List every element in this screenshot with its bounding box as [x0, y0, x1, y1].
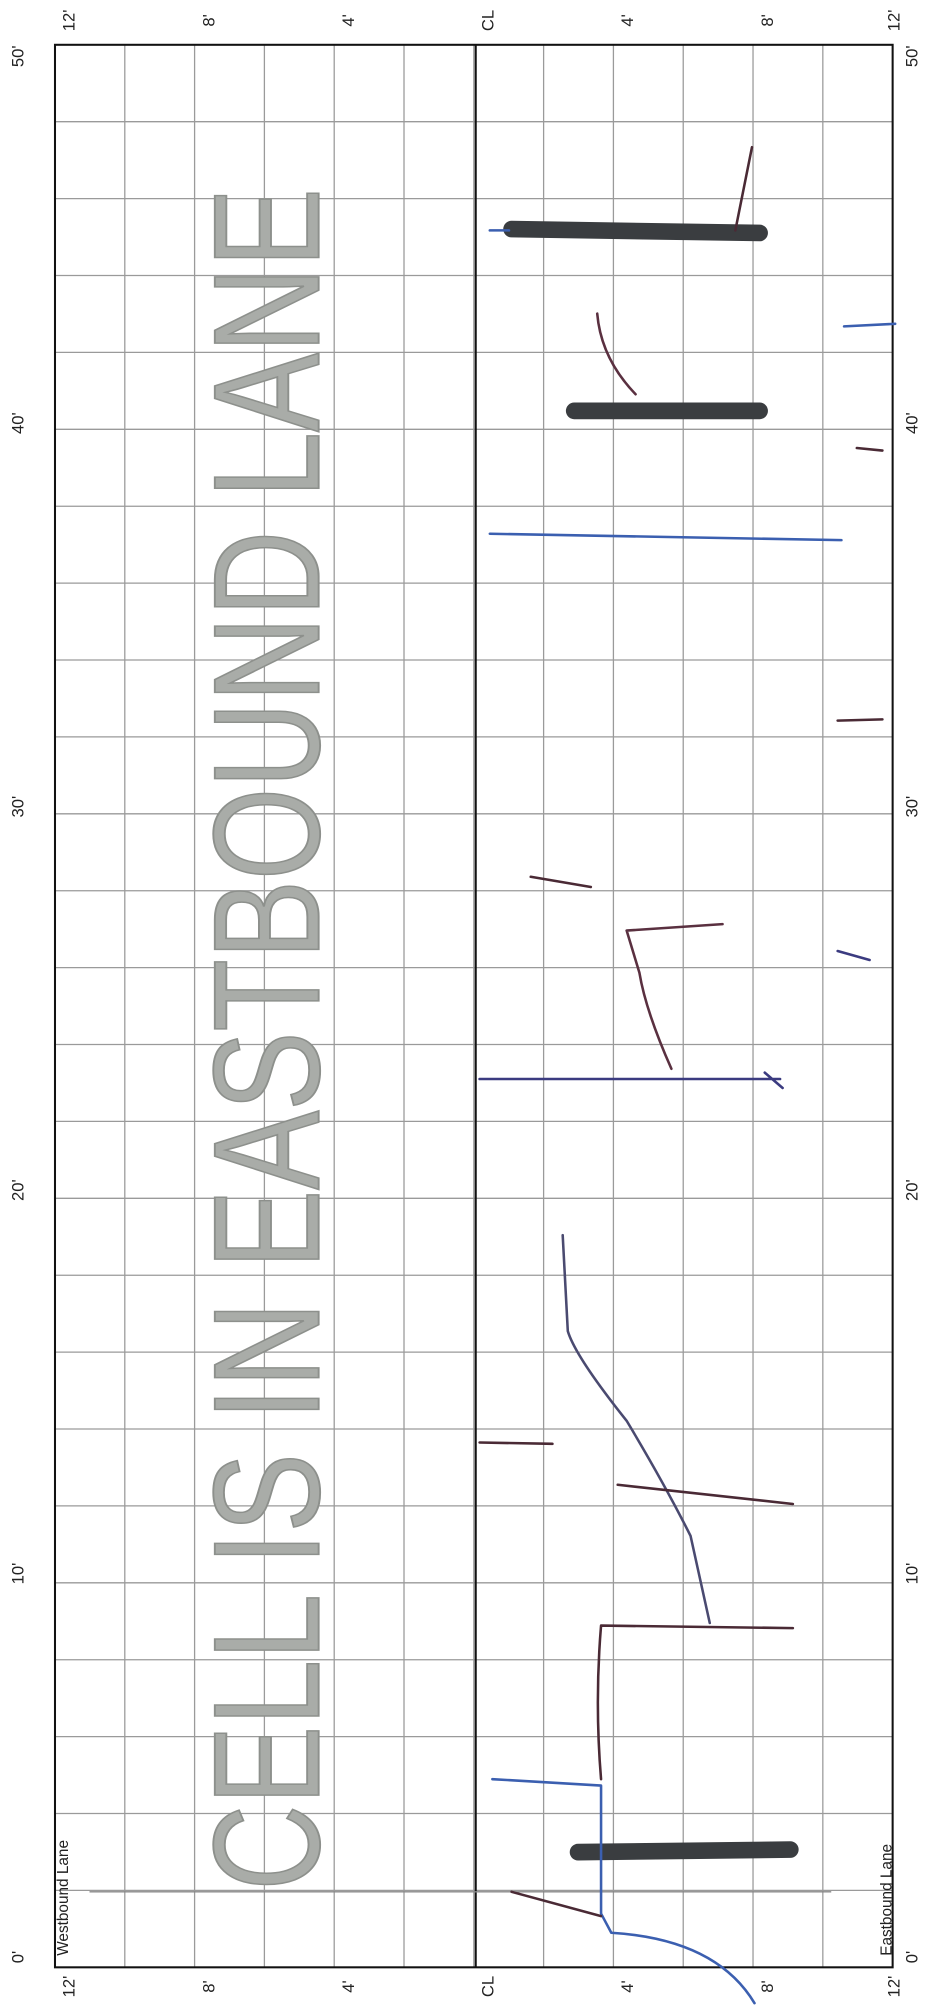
crack [836, 949, 871, 962]
distance-label: 10' [9, 1563, 28, 1585]
offset-label: 8' [758, 1980, 777, 1992]
offset-label: CL [479, 1976, 498, 1997]
offset-label: 12' [60, 1976, 79, 1998]
offset-label: CL [479, 10, 498, 31]
distance-label: 40' [902, 412, 921, 434]
crack [616, 1483, 795, 1506]
offset-label: 12' [885, 10, 904, 32]
distance-label: 0' [9, 1951, 28, 1963]
offset-label: 12' [885, 1976, 904, 1998]
distance-label: 10' [902, 1563, 921, 1585]
distance-label: 20' [9, 1179, 28, 1201]
offset-label: 8' [199, 14, 218, 26]
distance-label: 20' [902, 1179, 921, 1201]
distance-label: 30' [902, 796, 921, 818]
crack [596, 1624, 795, 1781]
offset-label: 12' [60, 10, 79, 32]
cracks [478, 145, 897, 2005]
offset-label: 4' [339, 14, 358, 26]
crack [529, 875, 593, 889]
distance-label: 50' [9, 45, 28, 67]
grid [54, 44, 893, 1968]
crack [478, 1071, 784, 1090]
offset-label: 8' [199, 1980, 218, 1992]
offset-label: 8' [758, 14, 777, 26]
offset-label: 4' [339, 1980, 358, 1992]
offset-label: 4' [618, 14, 637, 26]
crack [842, 322, 897, 328]
crack [478, 1441, 554, 1446]
crack [488, 532, 843, 542]
crack [734, 145, 754, 232]
stamp: CELL IS IN EASTBOUND LANE [182, 188, 351, 1890]
crack [510, 1890, 603, 1918]
sealed-crack [569, 1841, 799, 1861]
lane-label: Westbound Lane [55, 1840, 72, 1956]
distance-label: 30' [9, 796, 28, 818]
distance-label: 40' [9, 412, 28, 434]
crack [595, 312, 637, 396]
lane-label: Eastbound Lane [879, 1844, 896, 1956]
sealed-cracks [503, 220, 799, 1861]
crack [491, 1777, 756, 2005]
distance-label: 50' [902, 45, 921, 67]
distance-label: 0' [902, 1951, 921, 1963]
sealed-crack [503, 220, 768, 242]
map-border [53, 43, 894, 1969]
crack [855, 446, 884, 452]
crack [836, 718, 884, 722]
offset-label: 4' [618, 1980, 637, 1992]
crack [561, 1233, 712, 1625]
crack [625, 922, 724, 1071]
